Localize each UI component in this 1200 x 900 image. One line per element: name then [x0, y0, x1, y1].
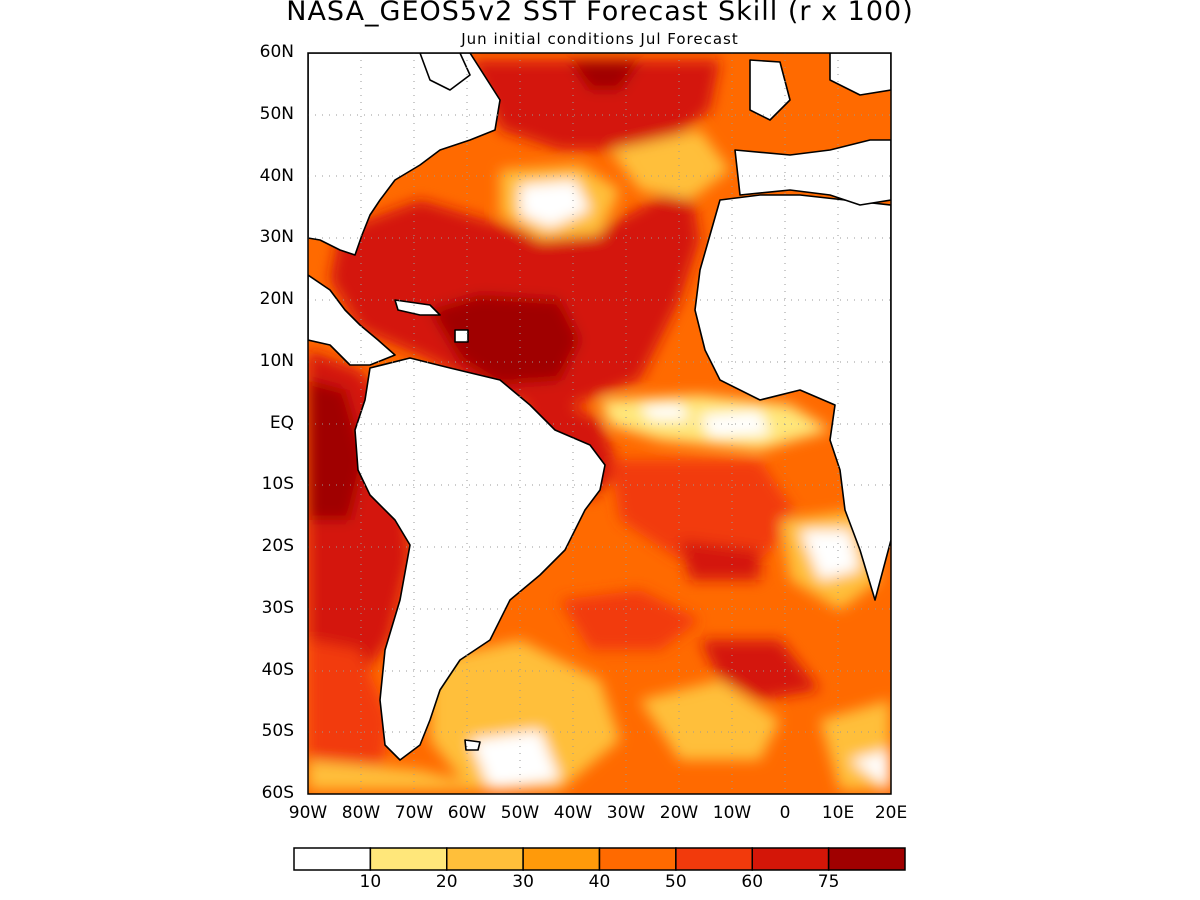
map-subtitle: Jun initial conditions Jul Forecast: [461, 30, 739, 48]
lat-label: 10S: [261, 474, 294, 495]
plot-frame: [307, 52, 892, 795]
land-masses: [308, 53, 891, 761]
lon-label: 10E: [821, 803, 855, 823]
colorbar-swatch: [827, 847, 906, 871]
lat-label: 50N: [259, 103, 294, 124]
lon-label: 20W: [659, 803, 699, 823]
skill-region-labrador: [470, 60, 720, 150]
lat-label: 20N: [259, 289, 294, 309]
colorbar: [293, 847, 906, 871]
colorbar-label: 75: [817, 872, 840, 892]
lat-label: 60S: [261, 783, 294, 803]
lon-label: 50W: [500, 803, 540, 823]
lat-label: 20S: [261, 536, 294, 556]
lon-label: 10W: [712, 803, 752, 823]
colorbar-swatch: [369, 847, 448, 871]
colorbar-label: 50: [665, 872, 687, 892]
lat-label: 50S: [261, 721, 294, 742]
lon-label: 80W: [341, 803, 381, 823]
lon-label: 20E: [874, 803, 908, 823]
lon-label: 90W: [288, 803, 328, 823]
colorbar-label: 20: [435, 872, 458, 892]
colorbar-label: 40: [588, 872, 611, 892]
central-america-land: [308, 274, 396, 366]
lon-label: 40W: [553, 803, 593, 823]
lat-label: 10N: [259, 350, 294, 371]
colorbar-swatch: [446, 847, 524, 871]
skill-region-north-atlantic: [330, 180, 700, 410]
lon-label: 0: [779, 803, 791, 823]
europe-land: [734, 139, 891, 206]
lon-label: 30W: [606, 803, 646, 823]
colorbar-label: 30: [512, 872, 534, 892]
lat-label: EQ: [269, 412, 294, 433]
map-title: NASA_GEOS5v2 SST Forecast Skill (r x 100…: [286, 0, 914, 27]
colorbar-swatch: [293, 847, 372, 871]
lat-label: 60N: [259, 42, 294, 62]
colorbar-label: 60: [741, 872, 764, 892]
lat-label: 30S: [261, 597, 294, 618]
south-america-land: [354, 357, 606, 761]
lat-label: 40N: [259, 165, 294, 186]
lat-label: 30N: [259, 227, 294, 248]
colorbar-swatch: [522, 847, 601, 871]
colorbar-swatch: [598, 847, 677, 871]
lon-label: 60W: [447, 803, 487, 823]
lat-label: 40S: [261, 659, 294, 680]
skill-region-caribbean: [430, 295, 580, 385]
lon-label: 70W: [394, 803, 434, 823]
colorbar-swatch: [675, 847, 753, 871]
skill-region-south-atlantic: [610, 460, 800, 560]
colorbar-swatch: [751, 847, 830, 871]
colorbar-label: 10: [359, 872, 382, 892]
